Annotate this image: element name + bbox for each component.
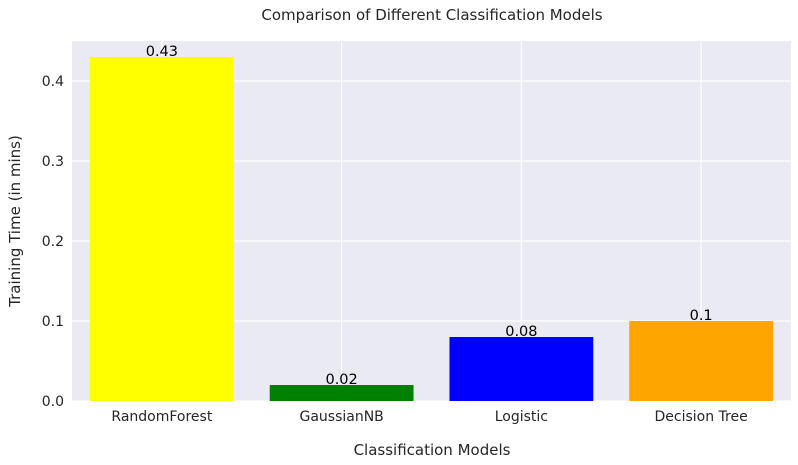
bar-value-label: 0.02 [325,372,357,388]
x-tick-label: GaussianNB [299,409,383,425]
y-tick-label: 0.0 [42,394,64,410]
y-tick-label: 0.2 [42,234,64,250]
x-tick-label: Decision Tree [655,409,748,425]
bar-value-label: 0.08 [505,324,537,340]
data-labels: 0.43 0.02 0.08 0.1 [146,44,713,388]
y-tick-label: 0.1 [42,314,64,330]
y-tick-label: 0.3 [42,154,64,170]
y-axis-label: Training Time (in mins) [6,135,24,308]
chart-title: Comparison of Different Classification M… [261,6,602,24]
bars [89,57,774,401]
x-axis-label: Classification Models [354,441,511,459]
y-tick-label: 0.4 [42,74,64,90]
bar-value-label: 0.1 [690,308,713,324]
bar-gaussiannb [269,385,414,401]
x-tick-label: RandomForest [111,409,212,425]
bar-logistic [449,337,594,401]
bar-value-label: 0.43 [146,44,178,60]
x-axis-ticks: RandomForest GaussianNB Logistic Decision T… [111,409,747,425]
bar-randomforest [89,57,234,401]
bar-decision-tree [629,321,774,401]
y-axis-ticks: 0.0 0.1 0.2 0.3 0.4 [42,74,64,410]
x-tick-label: Logistic [495,409,548,425]
